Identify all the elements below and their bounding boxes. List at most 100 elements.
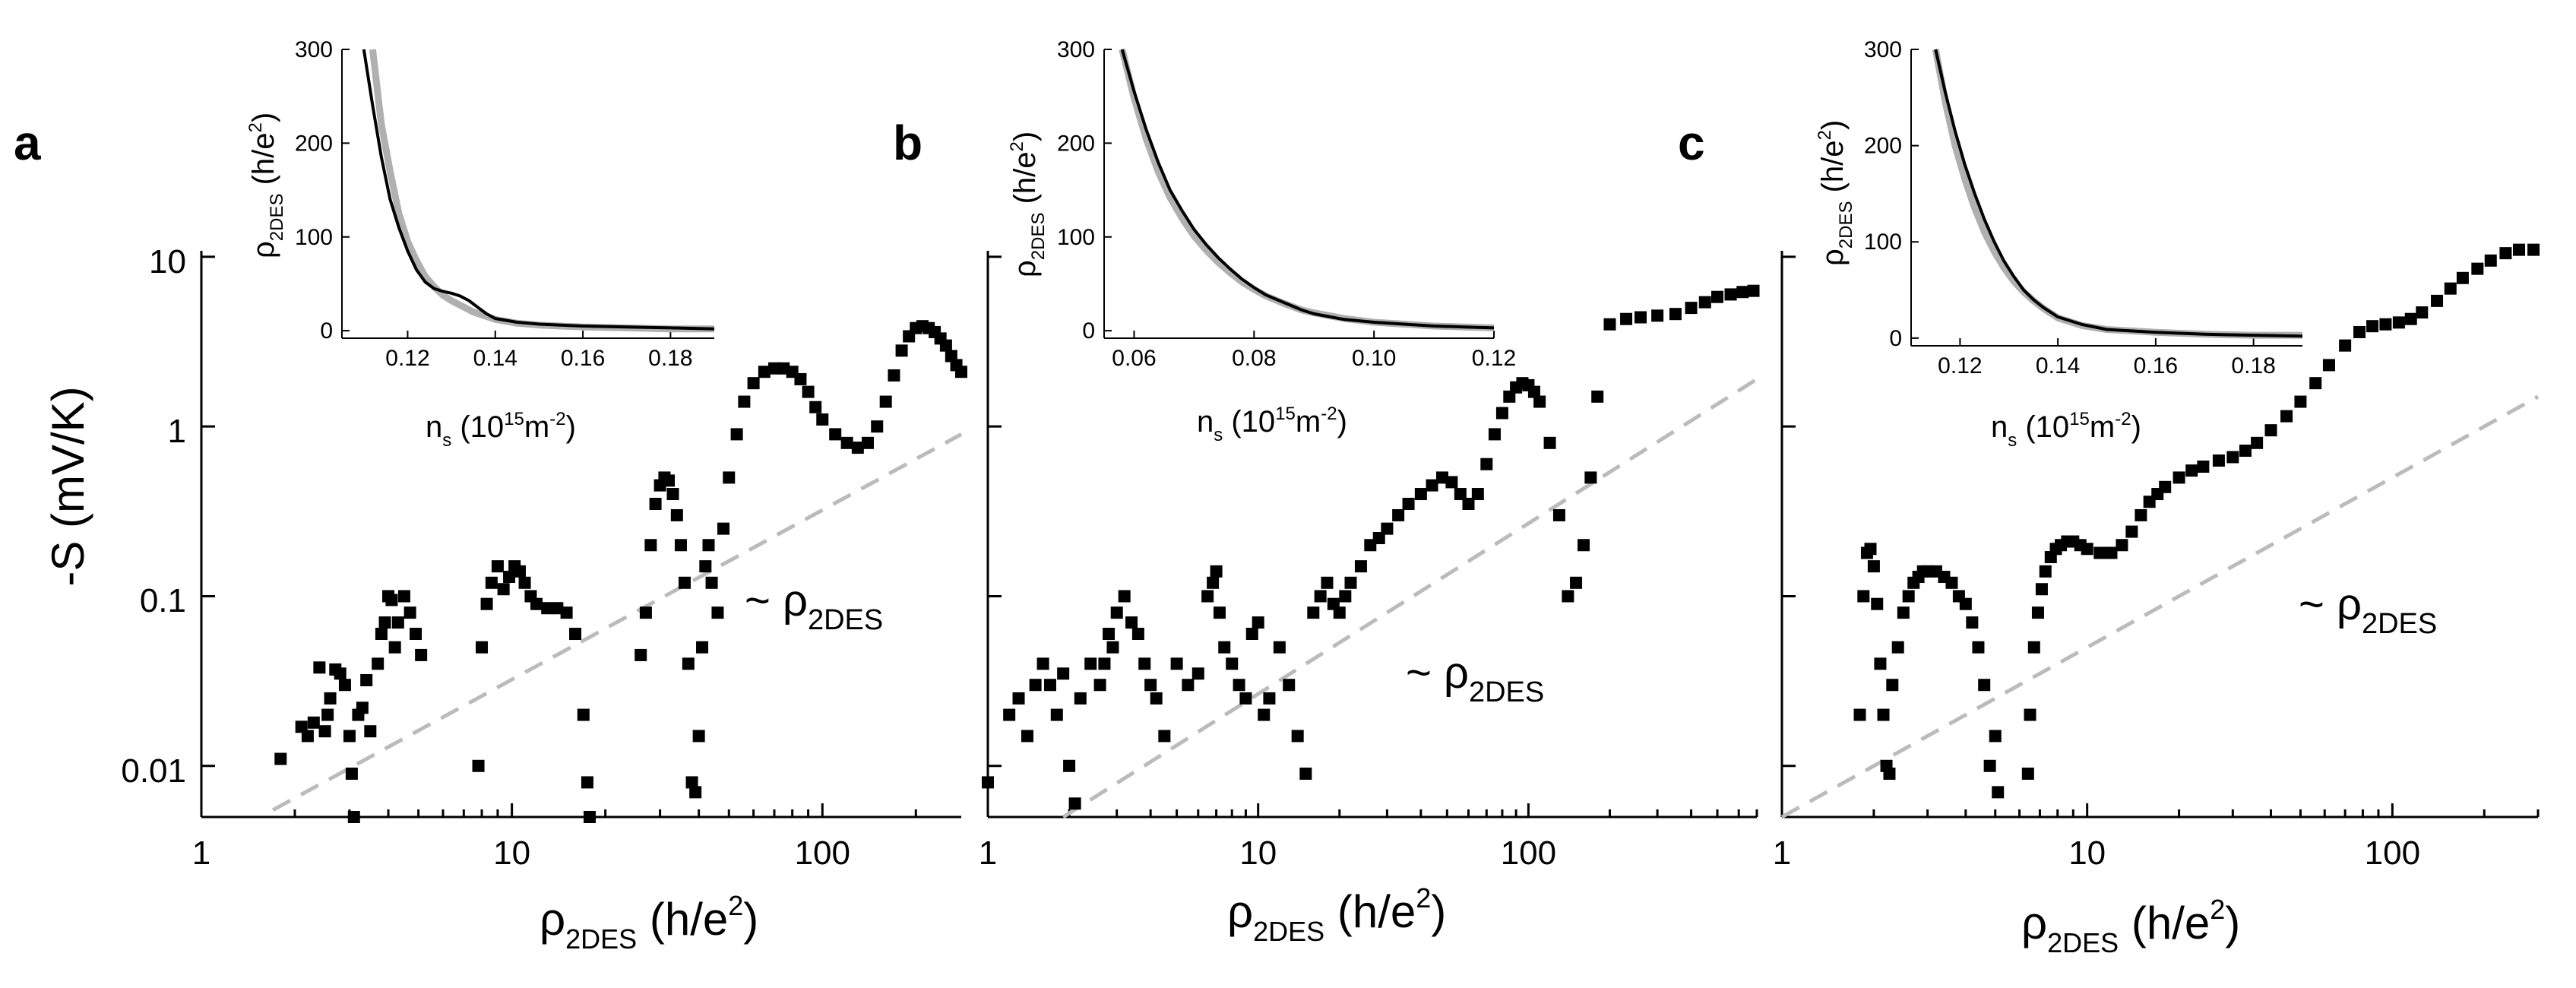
data-point bbox=[2353, 325, 2366, 338]
inset-xtick-label: 0.12 bbox=[385, 346, 429, 371]
data-point bbox=[472, 759, 485, 772]
panel-b-fit-line bbox=[1062, 377, 1758, 819]
data-point bbox=[1488, 428, 1501, 441]
data-point bbox=[1462, 497, 1475, 510]
data-point bbox=[1620, 312, 1633, 325]
data-point bbox=[415, 648, 428, 661]
inset-xtick-label: 0.14 bbox=[2036, 353, 2080, 378]
data-point bbox=[2404, 312, 2417, 325]
data-point bbox=[2093, 546, 2106, 559]
data-point bbox=[1978, 679, 1991, 692]
data-point bbox=[2392, 316, 2405, 329]
panel-label-a: a bbox=[14, 116, 41, 170]
data-point bbox=[663, 474, 676, 487]
data-point bbox=[1603, 318, 1616, 331]
inset-a-ylabel: ρ2DES (h/e2) bbox=[245, 112, 287, 258]
data-point bbox=[2197, 461, 2210, 473]
data-point bbox=[1321, 576, 1334, 589]
data-point bbox=[378, 616, 391, 629]
fit-line bbox=[271, 432, 963, 812]
data-point bbox=[583, 811, 596, 823]
data-point bbox=[1853, 708, 1866, 721]
data-point bbox=[1226, 657, 1239, 670]
data-point bbox=[802, 385, 815, 398]
panel-c-annotation: ~ ρ2DES bbox=[2299, 580, 2437, 640]
panel-a-fit-line bbox=[271, 432, 963, 812]
data-point bbox=[1283, 679, 1296, 692]
data-point bbox=[403, 606, 416, 619]
inset-xtick-label: 0.10 bbox=[1352, 346, 1396, 371]
panel-b-annotation: ~ ρ2DES bbox=[1406, 648, 1544, 708]
data-point bbox=[518, 576, 531, 589]
data-point bbox=[1651, 309, 1664, 322]
xtick-label: 100 bbox=[1501, 834, 1556, 872]
data-point bbox=[1857, 590, 1870, 603]
data-point bbox=[581, 776, 593, 789]
panel-a-xtick-labels: 1 10 100 bbox=[192, 834, 850, 872]
inset-ytick-label: 0 bbox=[1082, 318, 1095, 344]
data-point bbox=[1233, 679, 1245, 692]
data-point bbox=[1685, 302, 1698, 315]
inset-a-ytick-labels: 0 100 200 300 bbox=[295, 37, 333, 344]
data-point bbox=[491, 560, 504, 573]
data-point bbox=[388, 641, 401, 654]
data-point bbox=[385, 594, 398, 606]
data-point bbox=[2499, 247, 2512, 260]
data-point bbox=[321, 708, 334, 721]
data-point bbox=[1381, 522, 1394, 535]
data-point bbox=[313, 661, 326, 674]
panel-c-xtick-labels: 1 10 100 bbox=[1773, 834, 2420, 872]
inset-data-curve bbox=[1934, 49, 2303, 338]
data-point bbox=[1263, 692, 1276, 705]
data-point bbox=[699, 560, 712, 573]
data-point bbox=[274, 752, 287, 765]
xtick-label: 1 bbox=[1773, 834, 1791, 872]
data-point bbox=[2264, 424, 2277, 437]
ytick-label-0: 0.01 bbox=[121, 752, 186, 790]
data-point bbox=[1454, 488, 1467, 501]
data-point bbox=[410, 628, 422, 641]
data-point bbox=[1050, 708, 1063, 721]
data-point bbox=[1736, 286, 1749, 299]
data-point bbox=[1877, 708, 1890, 721]
data-point bbox=[1945, 576, 1958, 589]
inset-ytick-label: 0 bbox=[1889, 326, 1902, 351]
inset-xtick-label: 0.16 bbox=[561, 346, 605, 371]
data-point bbox=[1258, 708, 1271, 721]
data-point bbox=[1414, 488, 1427, 501]
data-point bbox=[794, 372, 807, 385]
data-point bbox=[1098, 657, 1111, 670]
data-point bbox=[666, 488, 679, 501]
inset-xtick-label: 0.18 bbox=[648, 346, 692, 371]
data-point bbox=[1669, 308, 1682, 321]
data-point bbox=[485, 576, 498, 589]
data-point bbox=[577, 708, 590, 721]
inset-c-curves bbox=[1932, 49, 2303, 339]
data-point bbox=[1252, 616, 1264, 629]
data-point bbox=[879, 395, 892, 408]
inset-ytick-label: 200 bbox=[1057, 131, 1095, 156]
data-point bbox=[2027, 641, 2040, 654]
data-point bbox=[1426, 479, 1438, 492]
data-point bbox=[2366, 320, 2379, 333]
ytick-label-1: 0.1 bbox=[140, 582, 186, 619]
data-point bbox=[1213, 606, 1226, 619]
data-point bbox=[1543, 436, 1556, 449]
inset-xtick-label: 0.14 bbox=[473, 346, 517, 371]
data-point bbox=[730, 428, 743, 441]
inset-xtick-label: 0.12 bbox=[1472, 346, 1516, 371]
data-point bbox=[1218, 641, 1231, 654]
data-point bbox=[2456, 271, 2469, 284]
inset-b-ytick-labels: 0 100 200 300 bbox=[1057, 37, 1095, 344]
data-point bbox=[1471, 488, 1484, 501]
data-point bbox=[1584, 471, 1597, 484]
data-point bbox=[1495, 407, 1508, 420]
data-point bbox=[1084, 657, 1097, 670]
data-point bbox=[1871, 597, 1884, 610]
data-point bbox=[861, 436, 874, 449]
data-point bbox=[1983, 759, 1996, 772]
data-point bbox=[1191, 667, 1204, 680]
data-point bbox=[1445, 476, 1458, 489]
inset-c-xtick-labels: 0.12 0.14 0.16 0.18 bbox=[1938, 353, 2276, 378]
